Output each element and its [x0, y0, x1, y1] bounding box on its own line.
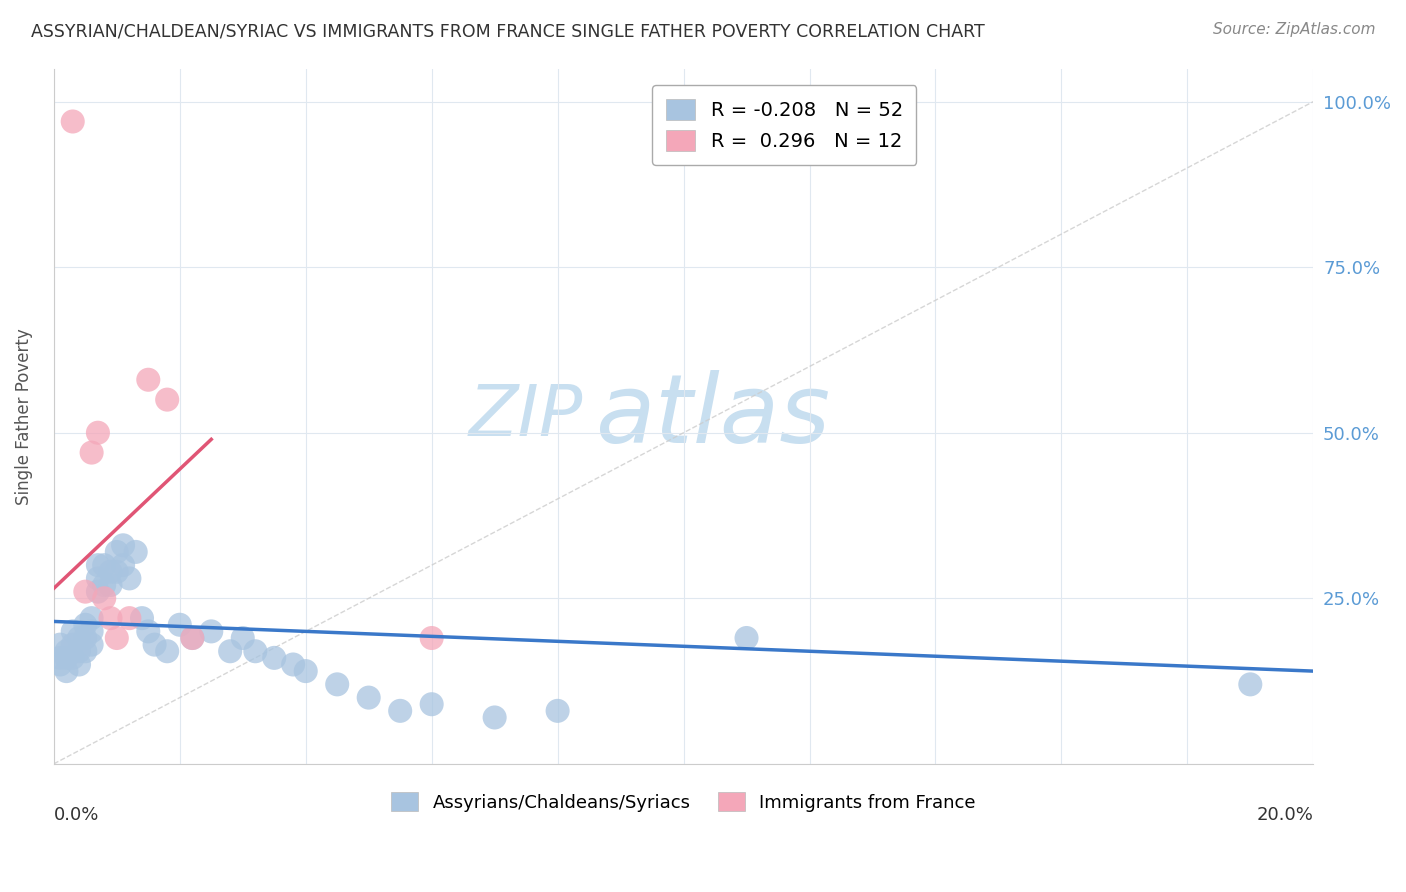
- Point: [1239, 677, 1261, 691]
- Point: [263, 651, 285, 665]
- Point: [55, 651, 77, 665]
- Point: [80, 445, 103, 459]
- Point: [75, 617, 97, 632]
- Point: [181, 631, 204, 645]
- Point: [87, 571, 110, 585]
- Point: [156, 644, 179, 658]
- Point: [67, 631, 90, 645]
- Point: [232, 631, 254, 645]
- Point: [80, 638, 103, 652]
- Point: [245, 644, 267, 658]
- Point: [80, 624, 103, 639]
- Point: [87, 584, 110, 599]
- Point: [136, 624, 159, 639]
- Point: [118, 611, 141, 625]
- Point: [200, 624, 222, 639]
- Point: [169, 617, 191, 632]
- Point: [49, 657, 72, 672]
- Point: [125, 545, 148, 559]
- Point: [67, 657, 90, 672]
- Point: [93, 591, 115, 606]
- Point: [294, 664, 316, 678]
- Point: [357, 690, 380, 705]
- Point: [420, 631, 443, 645]
- Point: [75, 584, 97, 599]
- Point: [100, 565, 122, 579]
- Text: atlas: atlas: [595, 369, 831, 463]
- Point: [105, 545, 128, 559]
- Point: [281, 657, 304, 672]
- Point: [389, 704, 412, 718]
- Point: [219, 644, 242, 658]
- Y-axis label: Single Father Poverty: Single Father Poverty: [15, 327, 32, 505]
- Text: 0.0%: 0.0%: [53, 805, 100, 823]
- Point: [87, 558, 110, 573]
- Point: [49, 638, 72, 652]
- Point: [62, 114, 84, 128]
- Text: Source: ZipAtlas.com: Source: ZipAtlas.com: [1212, 22, 1375, 37]
- Point: [326, 677, 349, 691]
- Text: 20.0%: 20.0%: [1257, 805, 1313, 823]
- Point: [112, 538, 135, 552]
- Point: [547, 704, 569, 718]
- Point: [49, 651, 72, 665]
- Point: [93, 558, 115, 573]
- Point: [420, 697, 443, 711]
- Point: [181, 631, 204, 645]
- Point: [75, 631, 97, 645]
- Point: [67, 644, 90, 658]
- Point: [80, 611, 103, 625]
- Point: [100, 578, 122, 592]
- Text: ZIP: ZIP: [468, 382, 583, 450]
- Point: [105, 631, 128, 645]
- Point: [735, 631, 758, 645]
- Point: [93, 578, 115, 592]
- Point: [131, 611, 153, 625]
- Point: [118, 571, 141, 585]
- Point: [143, 638, 166, 652]
- Text: ASSYRIAN/CHALDEAN/SYRIAC VS IMMIGRANTS FROM FRANCE SINGLE FATHER POVERTY CORRELA: ASSYRIAN/CHALDEAN/SYRIAC VS IMMIGRANTS F…: [31, 22, 984, 40]
- Point: [55, 644, 77, 658]
- Point: [105, 565, 128, 579]
- Point: [55, 664, 77, 678]
- Point: [62, 638, 84, 652]
- Point: [136, 373, 159, 387]
- Point: [100, 611, 122, 625]
- Point: [112, 558, 135, 573]
- Legend: Assyrians/Chaldeans/Syriacs, Immigrants from France: Assyrians/Chaldeans/Syriacs, Immigrants …: [378, 779, 988, 824]
- Point: [156, 392, 179, 407]
- Point: [62, 651, 84, 665]
- Point: [75, 644, 97, 658]
- Point: [87, 425, 110, 440]
- Point: [62, 624, 84, 639]
- Point: [484, 710, 506, 724]
